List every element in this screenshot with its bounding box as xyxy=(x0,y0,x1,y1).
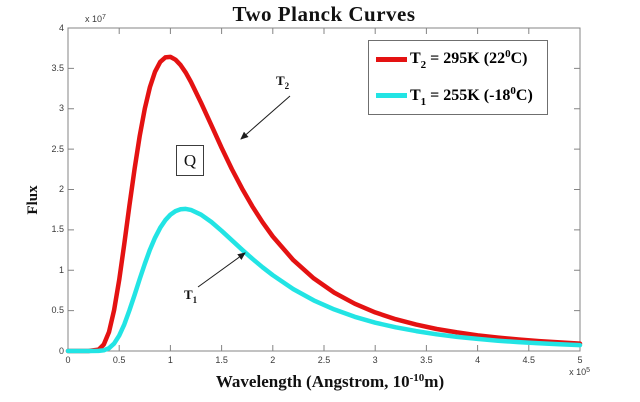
x-tick-label: 4 xyxy=(475,355,481,365)
x-tick-label: 2 xyxy=(270,355,276,365)
y-tick-label: 2 xyxy=(58,184,64,194)
legend-entry-t1: T1 = 255K (-180C) xyxy=(369,84,547,108)
y-tick-label: 3.5 xyxy=(51,62,64,73)
y-axis-exponent: x 107 xyxy=(85,14,106,24)
x-tick-label: 3 xyxy=(372,355,378,365)
x-tick-label: 0.5 xyxy=(112,355,126,365)
x-axis-exponent: x 105 xyxy=(569,367,590,377)
y-tick-label: 1.5 xyxy=(51,224,64,235)
t1-annotation-arrow xyxy=(197,252,246,288)
curve-t1-255k xyxy=(65,206,583,354)
legend-swatch-red xyxy=(376,56,407,62)
y-axis-label: Flux xyxy=(25,185,41,215)
x-tick-label: 1 xyxy=(167,355,173,365)
legend-entry-t2: T2 = 295K (220C) xyxy=(369,48,547,72)
x-axis-label: Wavelength (Angstrom, 10-10m) xyxy=(215,372,445,391)
legend-box: T2 = 295K (220C) T1 = 255K (-180C) xyxy=(368,40,548,115)
x-tick-label: 3.5 xyxy=(420,355,433,365)
axis-ticks xyxy=(67,27,581,352)
x-tick-label: 5 xyxy=(577,355,583,365)
q-annotation-box: Q xyxy=(176,145,204,176)
y-tick-label: 2.5 xyxy=(51,143,64,154)
t2-annotation-arrow xyxy=(240,95,291,140)
y-tick-label: 1 xyxy=(58,264,64,275)
t1-annotation-label: T1 xyxy=(184,287,198,305)
x-tick-label: 0 xyxy=(65,355,71,365)
chart-title: Two Planck Curves xyxy=(232,2,416,26)
legend-label-t2: T2 = 295K (220C) xyxy=(410,48,528,72)
curve-t2-295k xyxy=(65,54,583,354)
x-tick-label: 2.5 xyxy=(317,355,331,365)
y-tick-label: 0 xyxy=(58,345,64,356)
legend-swatch-cyan xyxy=(376,93,407,99)
x-tick-label: 1.5 xyxy=(215,355,228,365)
t2-annotation-label: T2 xyxy=(276,73,290,91)
y-tick-label: 4 xyxy=(58,22,64,33)
y-tick-label: 0.5 xyxy=(51,305,64,316)
x-tick-label: 4.5 xyxy=(522,355,536,365)
legend-label-t1: T1 = 255K (-180C) xyxy=(410,84,533,108)
y-tick-label: 3 xyxy=(58,103,64,114)
